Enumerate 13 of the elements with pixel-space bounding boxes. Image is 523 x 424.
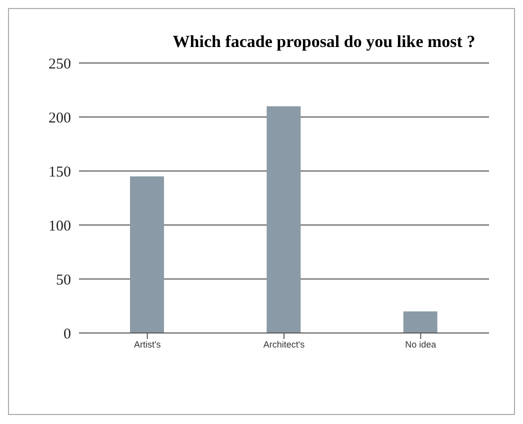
y-tick-label: 200 (48, 110, 71, 126)
x-tick-label: Artist's (134, 339, 162, 350)
y-tick-label: 0 (64, 326, 71, 342)
y-tick-label: 100 (48, 218, 71, 234)
y-tick-label: 250 (48, 56, 71, 72)
bar (266, 106, 301, 333)
y-tick-label: 150 (48, 164, 71, 180)
chart-title: Which facade proposal do you like most ? (172, 31, 476, 53)
bar (403, 311, 438, 333)
x-tick-label: No idea (405, 339, 436, 350)
y-tick-label: 50 (56, 272, 71, 288)
bar (130, 176, 164, 333)
x-tick-label: Architect's (263, 339, 306, 350)
